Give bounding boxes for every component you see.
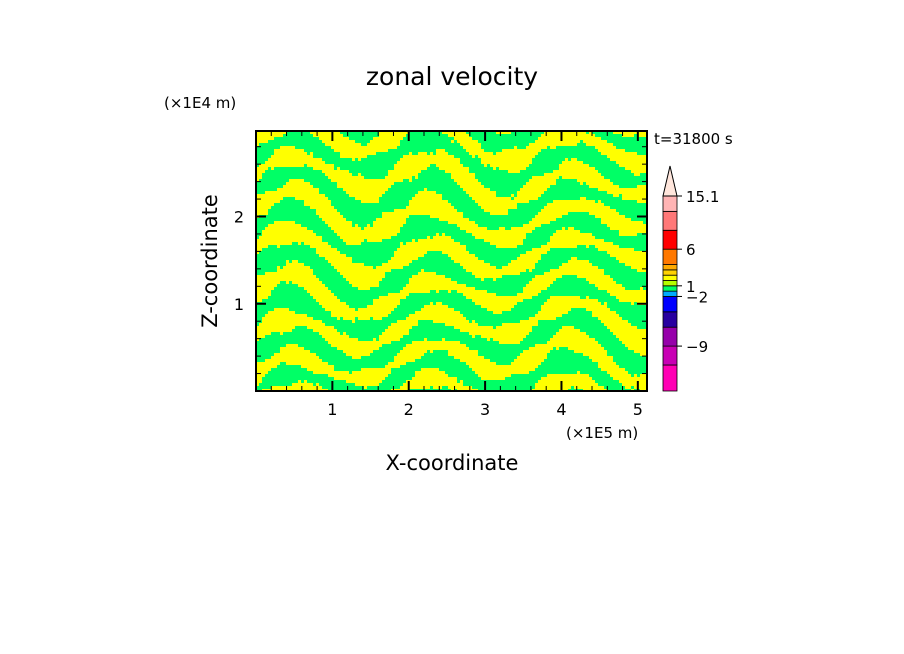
colorbar-band (662, 326, 678, 347)
colorbar-band (662, 195, 678, 212)
colorbar-band (662, 210, 678, 231)
colorbar-label: 15.1 (686, 188, 719, 206)
x-tick-label: 3 (480, 400, 490, 419)
y-scale-label: (×1E4 m) (164, 94, 236, 112)
x-tick-label: 4 (556, 400, 566, 419)
velocity-field (256, 131, 647, 391)
x-axis-label: X-coordinate (386, 451, 519, 475)
colorbar-band (662, 345, 678, 366)
axis-ticks: 1 2 3 4 5 1 2 (234, 131, 647, 419)
colorbar-extend-arrow (662, 165, 678, 197)
colorbar-band (662, 364, 678, 392)
colorbar-label: −9 (686, 338, 708, 356)
colorbar-band (662, 285, 678, 292)
x-tick-label: 5 (633, 400, 643, 419)
colorbar-label: 1 (686, 278, 696, 296)
colorbar: 15.1 6 1−2 −9 (662, 165, 719, 392)
x-tick-label: 2 (404, 400, 414, 419)
colorbar-band (662, 248, 678, 265)
colorbar-band (662, 264, 678, 271)
time-label: t=31800 s (654, 130, 733, 148)
colorbar-band (662, 280, 678, 287)
chart-title: zonal velocity (366, 62, 538, 91)
colorbar-band (662, 229, 678, 250)
colorbar-band (662, 290, 678, 297)
y-tick-label: 1 (234, 295, 244, 314)
colorbar-band (662, 311, 678, 328)
colorbar-band (662, 296, 678, 313)
plot-frame (255, 130, 648, 392)
y-tick-label: 2 (234, 208, 244, 227)
x-tick-label: 1 (327, 400, 337, 419)
colorbar-label: −2 (686, 288, 708, 306)
colorbar-label: 6 (686, 241, 696, 259)
positive-velocity-regions (256, 131, 647, 391)
x-scale-label: (×1E5 m) (566, 424, 638, 442)
colorbar-band (662, 274, 678, 281)
y-axis-label: Z-coordinate (198, 194, 222, 328)
colorbar-band (662, 269, 678, 276)
